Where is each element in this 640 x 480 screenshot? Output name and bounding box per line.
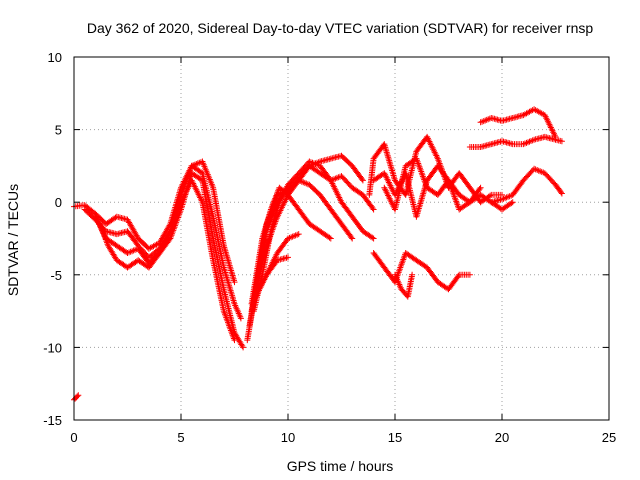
series-arc-19 (477, 106, 559, 140)
y-tick-label: -15 (43, 413, 62, 428)
series-arc-20 (488, 165, 565, 206)
chart-title: Day 362 of 2020, Sidereal Day-to-day VTE… (87, 20, 593, 36)
y-tick-label: 10 (48, 50, 62, 65)
plus-markers (392, 271, 416, 300)
y-tick-label: -5 (50, 268, 62, 283)
plus-markers (488, 165, 565, 206)
plot-frame (73, 56, 610, 421)
y-tick-label: 0 (55, 195, 62, 210)
x-axis-label: GPS time / hours (287, 458, 394, 474)
series-arc-1 (71, 392, 82, 403)
series-arc-18 (466, 133, 565, 150)
data-points (71, 106, 565, 403)
plus-markers (248, 184, 334, 307)
x-tick-label: 5 (177, 430, 184, 445)
plus-markers (255, 254, 291, 293)
series-arc-9 (248, 184, 334, 307)
y-tick-label: -10 (43, 340, 62, 355)
y-tick-label: 5 (55, 123, 62, 138)
series-arc-12 (255, 254, 291, 293)
plus-markers (477, 106, 559, 140)
x-tick-label: 10 (281, 430, 295, 445)
plus-markers (250, 158, 377, 315)
series-arc-10 (250, 158, 377, 315)
series-arc-16 (370, 250, 473, 293)
plus-markers (96, 177, 238, 344)
plus-markers (466, 133, 565, 150)
plus-markers (370, 250, 473, 293)
series-arc-17 (392, 271, 416, 300)
plus-markers (71, 392, 82, 403)
x-tick-label: 15 (388, 430, 402, 445)
y-axis-label: SDTVAR / TECUs (5, 184, 21, 296)
x-tick-label: 25 (602, 430, 616, 445)
x-tick-label: 0 (70, 430, 77, 445)
x-tick-label: 20 (495, 430, 509, 445)
axis-ticks: 0 5 10 15 20 25 -15 -10 -5 0 5 10 (43, 50, 616, 445)
series-arc-5 (96, 177, 238, 344)
grid (74, 57, 609, 420)
